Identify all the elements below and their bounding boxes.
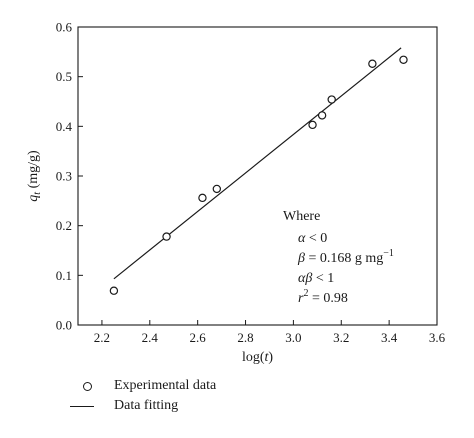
y-ticks: 0.0 0.1 0.2 0.3 0.4 0.5 0.6 <box>56 20 83 333</box>
data-point <box>198 193 207 203</box>
data-point <box>399 55 408 64</box>
annotation-r2: r2 = 0.98 <box>298 288 348 306</box>
data-point <box>162 232 171 241</box>
data-point <box>327 95 336 104</box>
legend-line-marker <box>70 405 114 407</box>
x-tick-label: 2.8 <box>237 330 253 345</box>
annotation-beta: β = 0.168 g mg−1 <box>297 248 394 266</box>
y-tick-label: 0.0 <box>56 318 72 333</box>
y-tick-label: 0.6 <box>56 20 73 35</box>
annotation-title: Where <box>283 209 320 224</box>
y-tick-label: 0.2 <box>56 218 72 233</box>
data-points <box>109 55 408 295</box>
data-point <box>212 184 222 194</box>
legend-label-fitting: Data fitting <box>114 398 179 413</box>
data-point <box>308 120 317 130</box>
legend: Experimental data Data fitting <box>70 376 216 416</box>
x-tick-label: 2.6 <box>190 330 207 345</box>
y-tick-label: 0.1 <box>56 268 72 283</box>
x-tick-label: 2.4 <box>142 330 159 345</box>
annotation-alphabeta: αβ < 1 <box>298 271 334 286</box>
annotation-box: Where α < 0 β = 0.168 g mg−1 αβ < 1 r2 =… <box>283 209 394 306</box>
legend-item-experimental: Experimental data <box>80 376 216 396</box>
fit-line <box>113 47 402 280</box>
y-tick-label: 0.4 <box>56 119 73 134</box>
legend-label-experimental: Experimental data <box>114 378 217 393</box>
x-tick-label: 3.0 <box>285 330 301 345</box>
x-axis-label: log(t) <box>242 350 273 365</box>
annotation-alpha: α < 0 <box>298 231 327 246</box>
x-tick-label: 2.2 <box>94 330 110 345</box>
y-axis-label: qt (mg/g) <box>26 150 43 202</box>
x-tick-label: 3.6 <box>429 330 446 345</box>
y-tick-label: 0.3 <box>56 169 72 184</box>
plot-area-frame <box>77 26 438 326</box>
x-ticks: 2.2 2.4 2.6 2.8 3.0 3.2 3.4 3.6 <box>94 320 446 345</box>
x-tick-label: 3.4 <box>381 330 398 345</box>
fit-line-group <box>113 47 402 280</box>
x-tick-label: 3.2 <box>333 330 349 345</box>
y-tick-label: 0.5 <box>56 69 72 84</box>
legend-circle-marker <box>80 381 114 391</box>
data-point <box>109 286 119 295</box>
data-point <box>317 111 327 120</box>
data-point <box>368 59 377 68</box>
legend-item-fitting: Data fitting <box>70 396 216 416</box>
